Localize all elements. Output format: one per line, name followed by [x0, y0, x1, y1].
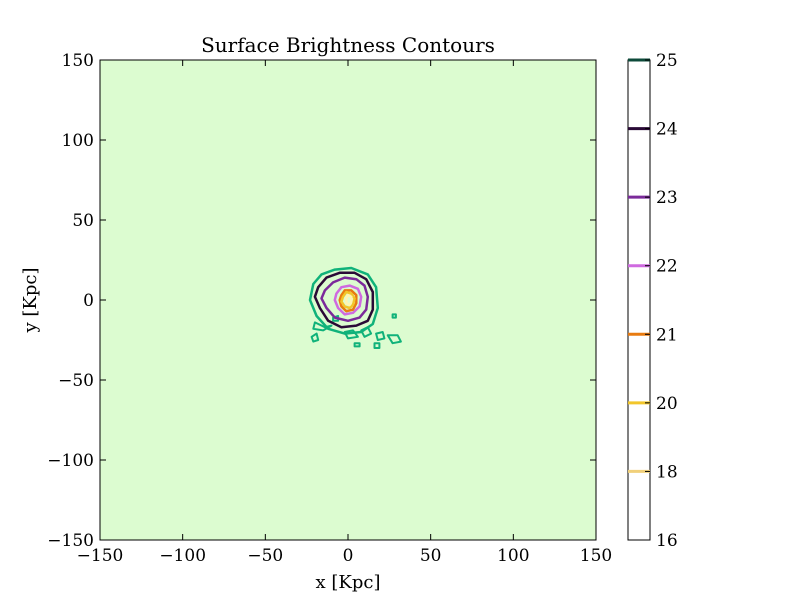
x-tick-label: 50: [420, 546, 442, 566]
colorbar-tick-label: 16: [656, 531, 678, 551]
colorbar-tick-label: 20: [656, 394, 678, 414]
colorbar-tick-label: 18: [656, 462, 678, 482]
colorbar-tick-label: 22: [656, 257, 678, 277]
colorbar-ticks: 25 24 23 22 21 20 18 16: [628, 51, 678, 551]
x-tick-label: 0: [343, 546, 354, 566]
contour-level-22: [333, 284, 363, 316]
contour-level-25: [308, 266, 380, 335]
contour-fragment-3: [343, 329, 359, 340]
y-tick-label: −100: [47, 451, 94, 471]
y-tick-label: 150: [62, 51, 94, 71]
contour-fragment-9: [332, 315, 340, 322]
colorbar-tick-label: 21: [656, 325, 678, 345]
contour-level-23: [320, 276, 370, 323]
contour-level-20: [340, 290, 356, 310]
chart-title: Surface Brightness Contours: [201, 33, 495, 57]
x-tick-label: −150: [77, 546, 124, 566]
contour-fragment-7: [373, 342, 381, 349]
contour-fragment-5: [375, 331, 386, 341]
axis-ticks: −150 −100 −50 0 50 100 150 −150 −100 −50 0 50 100 150: [47, 51, 612, 566]
colorbar: 25 24 23 22 21 20 18 16: [627, 51, 678, 551]
x-tick-label: −50: [247, 546, 283, 566]
contour-level-18: [345, 293, 353, 307]
x-tick-label: −100: [159, 546, 206, 566]
colorbar-tick-label: 25: [656, 51, 678, 71]
y-tick-label: −150: [47, 531, 94, 551]
contour-level-21: [338, 289, 358, 313]
y-tick-label: −50: [58, 371, 94, 391]
colorbar-tick-label: 23: [656, 188, 678, 208]
x-tick-label: 150: [580, 546, 612, 566]
contour-fragment-10: [391, 313, 397, 319]
contour-fragment-8: [353, 342, 361, 348]
contour-fragment-6: [386, 334, 402, 345]
y-tick-label: 100: [62, 131, 94, 151]
y-tick-label: 50: [72, 211, 94, 231]
x-tick-label: 100: [497, 546, 529, 566]
colorbar-tick-label: 24: [656, 120, 678, 140]
contour-layer: [308, 266, 402, 349]
plot-area: [99, 59, 597, 541]
y-axis-label: y [Kpc]: [20, 268, 41, 334]
contour-level-24: [313, 271, 375, 329]
colorbar-box: [627, 59, 651, 541]
contour-fragment-2: [310, 332, 320, 343]
x-axis-label: x [Kpc]: [316, 572, 381, 593]
y-tick-label: 0: [83, 291, 94, 311]
